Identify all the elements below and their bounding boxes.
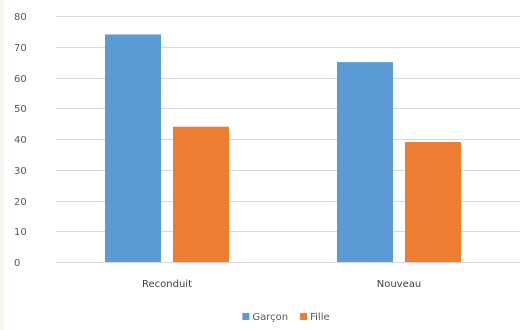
bar-fille-nouveau [405,142,461,262]
bar-chart: 0 10 20 30 40 50 60 70 80 Reconduit Nouveau Garço… [4,0,524,330]
legend-label: Garçon [252,312,288,323]
x-axis-category-labels: Reconduit Nouveau [142,279,421,290]
legend: Garçon Fille [242,312,330,323]
bar-garon-nouveau [337,62,393,262]
y-tick-label: 30 [14,166,27,177]
legend-swatch [242,313,250,320]
legend-label: Fille [310,312,330,323]
y-tick-label: 0 [14,258,20,269]
x-category-label: Nouveau [377,279,421,290]
y-tick-label: 50 [14,104,27,115]
legend-item: Fille [300,312,330,323]
bar-fille-reconduit [173,126,229,262]
bar-garon-reconduit [105,34,161,263]
y-tick-label: 10 [14,227,27,238]
y-tick-label: 80 [14,12,27,23]
legend-item: Garçon [242,312,288,323]
x-category-label: Reconduit [142,279,192,290]
legend-swatch [300,313,308,320]
chart-svg: 0 10 20 30 40 50 60 70 80 Reconduit Nouveau Garço… [14,12,520,323]
bars [105,34,461,263]
y-axis-tick-labels: 0 10 20 30 40 50 60 70 80 [14,12,27,269]
y-tick-label: 40 [14,135,27,146]
y-tick-label: 60 [14,74,27,85]
y-tick-label: 70 [14,43,27,54]
y-tick-label: 20 [14,197,27,208]
